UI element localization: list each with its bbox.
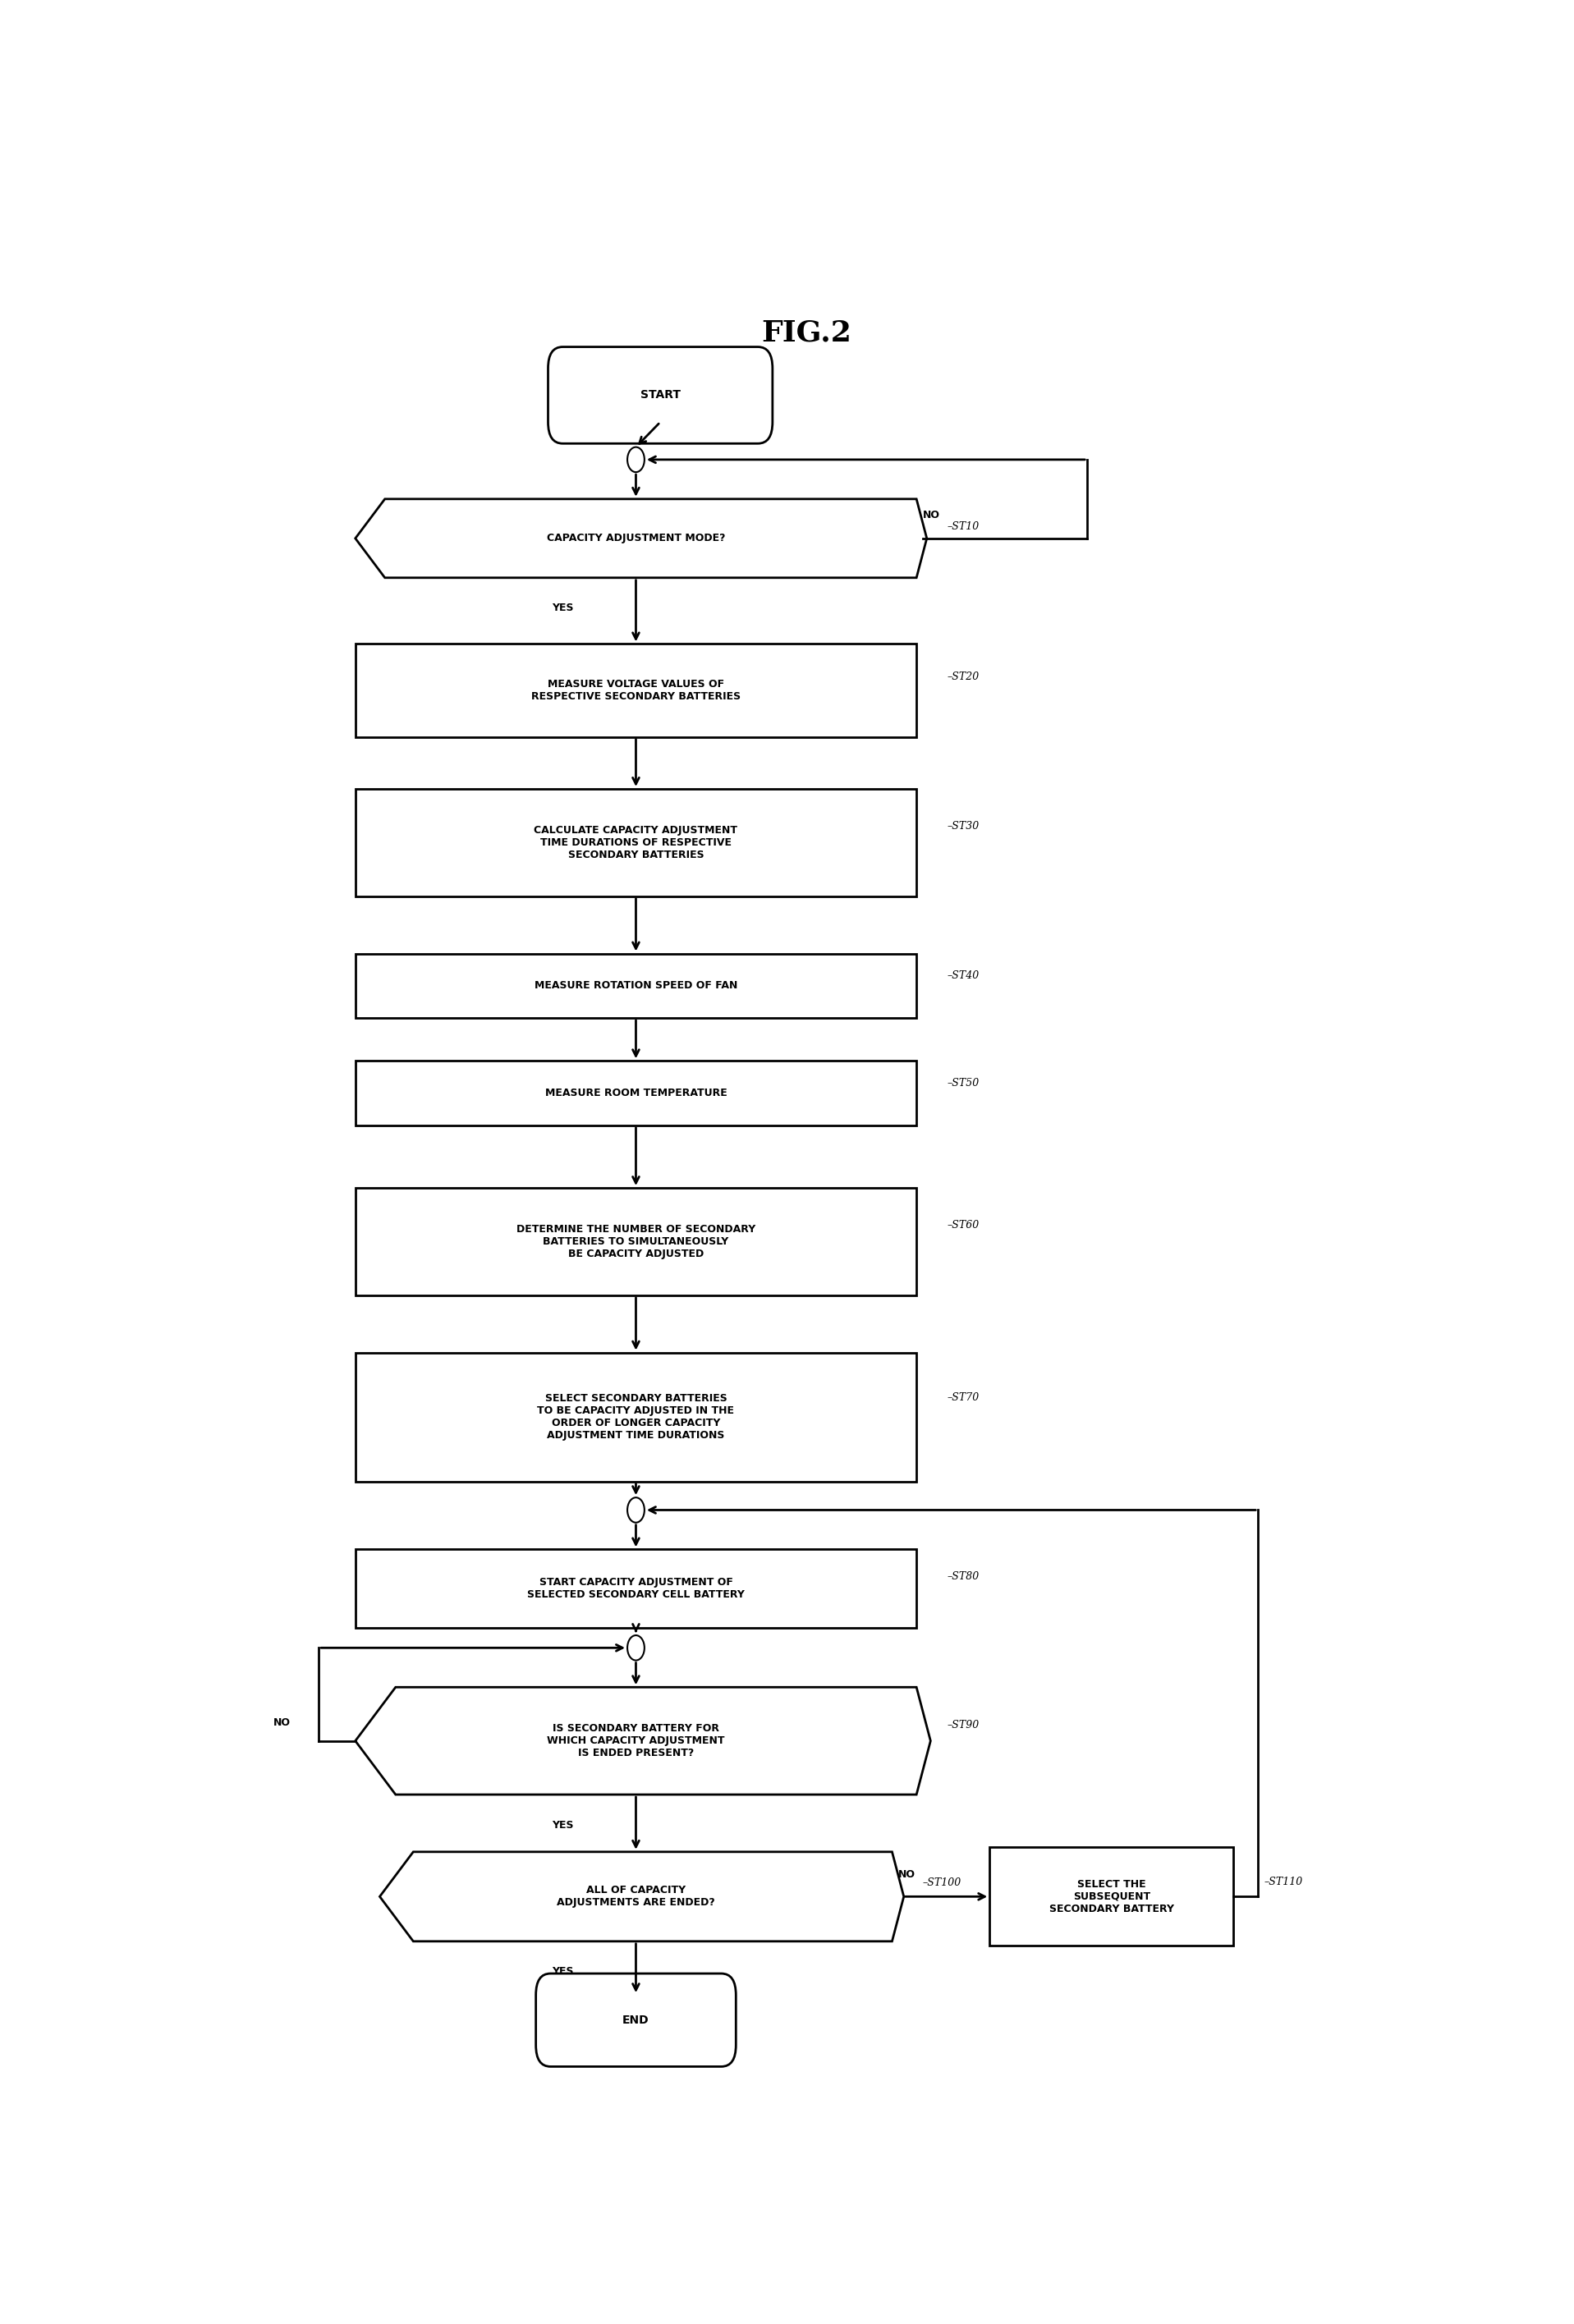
Text: MEASURE ROOM TEMPERATURE: MEASURE ROOM TEMPERATURE xyxy=(545,1088,727,1099)
Text: SELECT SECONDARY BATTERIES
TO BE CAPACITY ADJUSTED IN THE
ORDER OF LONGER CAPACI: SELECT SECONDARY BATTERIES TO BE CAPACIT… xyxy=(537,1392,735,1441)
Text: CAPACITY ADJUSTMENT MODE?: CAPACITY ADJUSTMENT MODE? xyxy=(546,532,726,544)
Text: –ST80: –ST80 xyxy=(948,1571,979,1583)
Text: NO: NO xyxy=(922,509,940,521)
Text: END: END xyxy=(622,2015,650,2027)
Bar xyxy=(356,1550,916,1629)
Text: IS SECONDARY BATTERY FOR
WHICH CAPACITY ADJUSTMENT
IS ENDED PRESENT?: IS SECONDARY BATTERY FOR WHICH CAPACITY … xyxy=(548,1722,724,1759)
Polygon shape xyxy=(379,1852,903,1941)
Text: START CAPACITY ADJUSTMENT OF
SELECTED SECONDARY CELL BATTERY: START CAPACITY ADJUSTMENT OF SELECTED SE… xyxy=(527,1578,745,1601)
Text: MEASURE ROTATION SPEED OF FAN: MEASURE ROTATION SPEED OF FAN xyxy=(534,981,738,990)
Bar xyxy=(356,1060,916,1125)
Text: –ST20: –ST20 xyxy=(948,672,979,681)
Text: YES: YES xyxy=(552,1820,573,1831)
Text: MEASURE VOLTAGE VALUES OF
RESPECTIVE SECONDARY BATTERIES: MEASURE VOLTAGE VALUES OF RESPECTIVE SEC… xyxy=(530,679,741,702)
Bar xyxy=(356,644,916,737)
Text: CALCULATE CAPACITY ADJUSTMENT
TIME DURATIONS OF RESPECTIVE
SECONDARY BATTERIES: CALCULATE CAPACITY ADJUSTMENT TIME DURAT… xyxy=(534,825,738,860)
Polygon shape xyxy=(356,500,927,579)
Polygon shape xyxy=(356,1687,930,1794)
Text: –ST100: –ST100 xyxy=(922,1878,962,1889)
Text: FIG.2: FIG.2 xyxy=(762,318,852,346)
Bar xyxy=(356,1353,916,1480)
Text: –ST70: –ST70 xyxy=(948,1392,979,1404)
Bar xyxy=(356,1188,916,1294)
Text: NO: NO xyxy=(899,1868,916,1880)
Bar xyxy=(990,1848,1234,1945)
Text: –ST110: –ST110 xyxy=(1264,1875,1303,1887)
Text: ALL OF CAPACITY
ADJUSTMENTS ARE ENDED?: ALL OF CAPACITY ADJUSTMENTS ARE ENDED? xyxy=(557,1885,715,1908)
Text: SELECT THE
SUBSEQUENT
SECONDARY BATTERY: SELECT THE SUBSEQUENT SECONDARY BATTERY xyxy=(1050,1878,1174,1915)
FancyBboxPatch shape xyxy=(548,346,773,444)
FancyBboxPatch shape xyxy=(535,1973,737,2066)
Text: NO: NO xyxy=(274,1717,291,1729)
Text: –ST60: –ST60 xyxy=(948,1220,979,1232)
Bar xyxy=(356,788,916,897)
Text: –ST30: –ST30 xyxy=(948,820,979,832)
Text: DETERMINE THE NUMBER OF SECONDARY
BATTERIES TO SIMULTANEOUSLY
BE CAPACITY ADJUST: DETERMINE THE NUMBER OF SECONDARY BATTER… xyxy=(516,1225,756,1260)
Text: –ST50: –ST50 xyxy=(948,1078,979,1088)
Text: –ST40: –ST40 xyxy=(948,971,979,981)
Text: YES: YES xyxy=(552,1966,573,1978)
Text: YES: YES xyxy=(552,602,573,614)
Text: –ST10: –ST10 xyxy=(948,521,979,532)
Bar xyxy=(356,953,916,1018)
Text: START: START xyxy=(641,390,680,402)
Text: –ST90: –ST90 xyxy=(948,1720,979,1729)
